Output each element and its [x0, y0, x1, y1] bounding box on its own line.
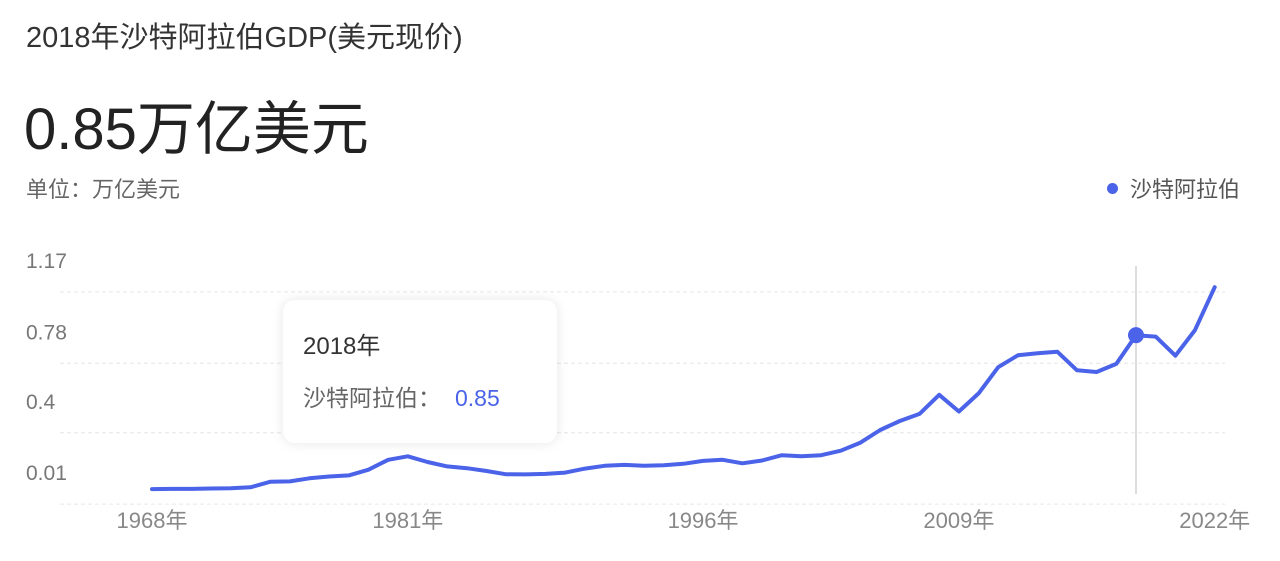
- y-tick-label: 0.78: [26, 321, 67, 344]
- x-tick-label: 2022年: [1179, 508, 1250, 533]
- series-line: [150, 285, 1217, 492]
- legend-dot-icon: [1106, 182, 1118, 194]
- x-tick-label: 1981年: [372, 508, 443, 533]
- x-tick-label: 1996年: [668, 508, 739, 533]
- tooltip-value: 0.85: [455, 385, 500, 411]
- x-tick-label: 2009年: [923, 508, 994, 533]
- legend-label: 沙特阿拉伯: [1129, 177, 1240, 202]
- tooltip: 2018年 沙特阿拉伯： 0.85: [283, 300, 557, 443]
- tooltip-series: 沙特阿拉伯：: [303, 385, 441, 411]
- headline-value: 0.85万亿美元: [24, 97, 369, 162]
- highlight-point: [1128, 327, 1144, 344]
- legend[interactable]: 沙特阿拉伯: [1106, 172, 1240, 204]
- y-tick-label: 0.4: [26, 391, 56, 414]
- x-tick-label: 1968年: [117, 508, 188, 533]
- chart-title: 2018年沙特阿拉伯GDP(美元现价): [26, 22, 463, 54]
- tooltip-year: 2018年: [303, 333, 381, 360]
- unit-label: 单位：万亿美元: [26, 177, 181, 202]
- y-tick-label: 1.17: [26, 250, 67, 273]
- y-tick-label: 0.01: [26, 462, 67, 485]
